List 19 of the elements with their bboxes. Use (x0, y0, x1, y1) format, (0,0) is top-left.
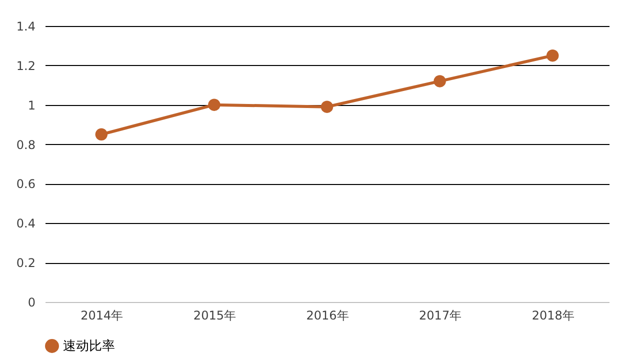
x-tick-label: 2018年 (532, 308, 574, 322)
point (95, 128, 108, 141)
point (320, 100, 334, 113)
point (434, 75, 446, 88)
y-tick-label: 0.4 (16, 216, 36, 231)
y-tick-label: 0.6 (16, 177, 36, 192)
y-tick-label: 1.2 (16, 58, 36, 73)
y-tick-label: 0 (28, 296, 36, 310)
point (208, 98, 220, 111)
x-tick-label: 2015年 (193, 308, 236, 322)
legend-label: 速动比率 (63, 338, 115, 354)
x-tick-label: 2016年 (306, 308, 349, 322)
y-tick-label: 1.4 (16, 20, 36, 34)
x-tick-label: 2014年 (80, 308, 124, 322)
x-tick-label: 2017年 (419, 308, 462, 322)
y-tick-label: 1 (28, 98, 36, 112)
y-tick-label: 0.8 (16, 138, 36, 152)
point (546, 49, 559, 62)
y-tick-label: 0.2 (16, 256, 36, 270)
